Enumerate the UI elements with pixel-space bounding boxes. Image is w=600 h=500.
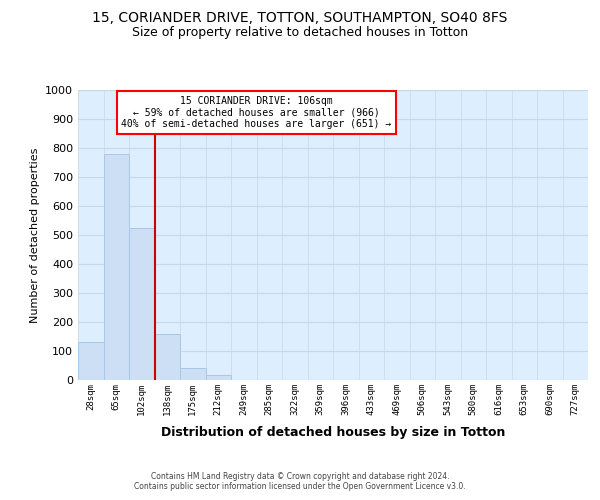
Bar <box>129 228 155 380</box>
Text: Distribution of detached houses by size in Totton: Distribution of detached houses by size … <box>161 426 505 439</box>
Bar <box>155 334 180 380</box>
Text: 15, CORIANDER DRIVE, TOTTON, SOUTHAMPTON, SO40 8FS: 15, CORIANDER DRIVE, TOTTON, SOUTHAMPTON… <box>92 11 508 25</box>
Bar <box>104 154 129 380</box>
Bar <box>78 342 104 380</box>
Text: Contains HM Land Registry data © Crown copyright and database right 2024.
Contai: Contains HM Land Registry data © Crown c… <box>134 472 466 491</box>
Bar <box>180 368 205 380</box>
Bar <box>205 375 231 380</box>
Text: 15 CORIANDER DRIVE: 106sqm
← 59% of detached houses are smaller (966)
40% of sem: 15 CORIANDER DRIVE: 106sqm ← 59% of deta… <box>121 96 392 129</box>
Y-axis label: Number of detached properties: Number of detached properties <box>29 148 40 322</box>
Text: Size of property relative to detached houses in Totton: Size of property relative to detached ho… <box>132 26 468 39</box>
